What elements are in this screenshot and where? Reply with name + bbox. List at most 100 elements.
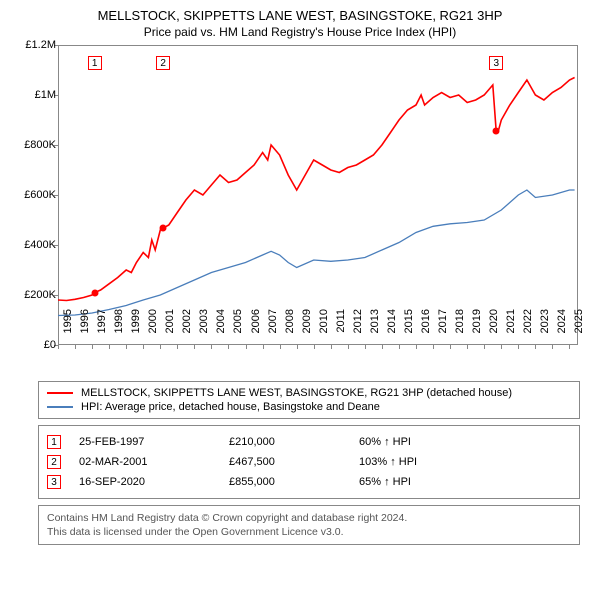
xtick-mark bbox=[552, 345, 553, 349]
attribution-footer: Contains HM Land Registry data © Crown c… bbox=[38, 505, 580, 545]
xtick-mark bbox=[348, 345, 349, 349]
sales-price: £467,500 bbox=[229, 456, 359, 468]
xtick-label: 2007 bbox=[267, 309, 279, 349]
xtick-mark bbox=[501, 345, 502, 349]
xtick-mark bbox=[160, 345, 161, 349]
legend-row: HPI: Average price, detached house, Basi… bbox=[47, 400, 571, 414]
xtick-mark bbox=[450, 345, 451, 349]
ytick-label: £1M bbox=[6, 89, 56, 101]
ytick-label: £0 bbox=[6, 339, 56, 351]
marker-dot bbox=[160, 225, 167, 232]
xtick-label: 2011 bbox=[335, 309, 347, 349]
xtick-label: 2018 bbox=[454, 309, 466, 349]
xtick-label: 2017 bbox=[437, 309, 449, 349]
sales-pct: 60% ↑ HPI bbox=[359, 436, 479, 448]
xtick-mark bbox=[109, 345, 110, 349]
chart-title: MELLSTOCK, SKIPPETTS LANE WEST, BASINGST… bbox=[0, 0, 600, 23]
xtick-label: 2016 bbox=[420, 309, 432, 349]
ytick-label: £800K bbox=[6, 139, 56, 151]
xtick-mark bbox=[92, 345, 93, 349]
xtick-mark bbox=[365, 345, 366, 349]
ytick-label: £600K bbox=[6, 189, 56, 201]
xtick-label: 1995 bbox=[62, 309, 74, 349]
sales-marker: 1 bbox=[47, 435, 61, 449]
xtick-label: 2020 bbox=[488, 309, 500, 349]
xtick-mark bbox=[143, 345, 144, 349]
xtick-label: 2022 bbox=[522, 309, 534, 349]
xtick-label: 2024 bbox=[556, 309, 568, 349]
xtick-mark bbox=[382, 345, 383, 349]
xtick-label: 2019 bbox=[471, 309, 483, 349]
xtick-label: 2025 bbox=[573, 309, 585, 349]
xtick-label: 2000 bbox=[147, 309, 159, 349]
marker-dot bbox=[493, 128, 500, 135]
legend-label: MELLSTOCK, SKIPPETTS LANE WEST, BASINGST… bbox=[81, 387, 512, 399]
xtick-mark bbox=[314, 345, 315, 349]
marker-box: 1 bbox=[88, 56, 102, 70]
sales-row: 1 25-FEB-1997£210,00060% ↑ HPI bbox=[47, 432, 571, 452]
xtick-label: 2021 bbox=[505, 309, 517, 349]
marker-dot bbox=[91, 289, 98, 296]
sales-price: £855,000 bbox=[229, 476, 359, 488]
xtick-label: 2012 bbox=[352, 309, 364, 349]
xtick-mark bbox=[263, 345, 264, 349]
series-line bbox=[58, 190, 575, 316]
chart-lines bbox=[58, 45, 578, 345]
xtick-label: 2010 bbox=[318, 309, 330, 349]
xtick-label: 2023 bbox=[539, 309, 551, 349]
xtick-mark bbox=[416, 345, 417, 349]
xtick-mark bbox=[246, 345, 247, 349]
legend-row: MELLSTOCK, SKIPPETTS LANE WEST, BASINGST… bbox=[47, 386, 571, 400]
xtick-label: 2006 bbox=[250, 309, 262, 349]
sales-row: 202-MAR-2001£467,500103% ↑ HPI bbox=[47, 452, 571, 472]
xtick-label: 2015 bbox=[403, 309, 415, 349]
sales-pct: 65% ↑ HPI bbox=[359, 476, 479, 488]
xtick-mark bbox=[194, 345, 195, 349]
xtick-mark bbox=[177, 345, 178, 349]
xtick-label: 1998 bbox=[113, 309, 125, 349]
sales-pct: 103% ↑ HPI bbox=[359, 456, 479, 468]
chart-area: £0£200K£400K£600K£800K£1M£1.2M 123 19951… bbox=[40, 45, 600, 375]
xtick-label: 1996 bbox=[79, 309, 91, 349]
sales-price: £210,000 bbox=[229, 436, 359, 448]
xtick-label: 1999 bbox=[130, 309, 142, 349]
xtick-mark bbox=[399, 345, 400, 349]
xtick-label: 2004 bbox=[215, 309, 227, 349]
legend-swatch bbox=[47, 392, 73, 394]
sales-row: 3 16-SEP-2020£855,00065% ↑ HPI bbox=[47, 472, 571, 492]
sales-marker: 3 bbox=[47, 475, 61, 489]
footer-line: Contains HM Land Registry data © Crown c… bbox=[47, 511, 571, 525]
xtick-mark bbox=[75, 345, 76, 349]
xtick-label: 2013 bbox=[369, 309, 381, 349]
xtick-label: 2014 bbox=[386, 309, 398, 349]
xtick-mark bbox=[467, 345, 468, 349]
xtick-mark bbox=[126, 345, 127, 349]
xtick-label: 1997 bbox=[96, 309, 108, 349]
xtick-label: 2009 bbox=[301, 309, 313, 349]
sales-date: 16-SEP-2020 bbox=[79, 476, 229, 488]
xtick-label: 2008 bbox=[284, 309, 296, 349]
xtick-mark bbox=[433, 345, 434, 349]
xtick-mark bbox=[297, 345, 298, 349]
legend-swatch bbox=[47, 406, 73, 408]
xtick-label: 2002 bbox=[181, 309, 193, 349]
marker-box: 2 bbox=[156, 56, 170, 70]
ytick-label: £1.2M bbox=[6, 39, 56, 51]
xtick-label: 2003 bbox=[198, 309, 210, 349]
legend-label: HPI: Average price, detached house, Basi… bbox=[81, 401, 380, 413]
xtick-label: 2005 bbox=[232, 309, 244, 349]
xtick-mark bbox=[484, 345, 485, 349]
legend: MELLSTOCK, SKIPPETTS LANE WEST, BASINGST… bbox=[38, 381, 580, 419]
xtick-mark bbox=[518, 345, 519, 349]
sales-table: 1 25-FEB-1997£210,00060% ↑ HPI 202-MAR-200… bbox=[38, 425, 580, 499]
marker-box: 3 bbox=[489, 56, 503, 70]
ytick-label: £400K bbox=[6, 239, 56, 251]
series-line bbox=[58, 78, 575, 301]
sales-date: 25-FEB-1997 bbox=[79, 436, 229, 448]
ytick-label: £200K bbox=[6, 289, 56, 301]
xtick-mark bbox=[280, 345, 281, 349]
xtick-mark bbox=[535, 345, 536, 349]
xtick-mark bbox=[211, 345, 212, 349]
xtick-mark bbox=[58, 345, 59, 349]
footer-line: This data is licensed under the Open Gov… bbox=[47, 525, 571, 539]
